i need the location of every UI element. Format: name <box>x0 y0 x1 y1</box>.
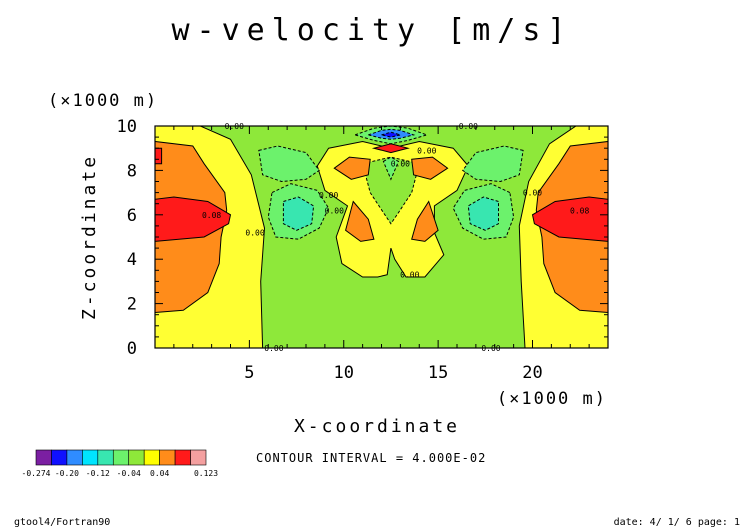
contour-red-top-center <box>371 143 410 154</box>
colorbar-swatch <box>174 449 191 466</box>
y-tick-label: 2 <box>127 295 137 315</box>
colorbar-tick-label: -0.20 <box>55 469 79 478</box>
y-axis-unit: (×1000 m) <box>48 91 158 111</box>
contour-orange-mid-right <box>411 200 439 242</box>
contour-blue-top-center <box>379 131 401 138</box>
plot-area: 0.00 0.000.000.000.000.000.000.000.000.08… <box>117 117 609 383</box>
contour-label: 0.00 <box>325 206 344 215</box>
y-axis-label: Z-coordinate <box>79 154 100 320</box>
y-tick-label: 10 <box>117 117 137 137</box>
contour-green-core <box>361 156 420 225</box>
colorbar-tick-label: -0.04 <box>117 469 141 478</box>
colorbar-tick-label: 0.123 <box>194 469 218 478</box>
x-tick-label: 10 <box>334 363 354 383</box>
colorbar-swatch <box>159 449 176 466</box>
contour-interval: CONTOUR INTERVAL = 4.000E-02 <box>256 451 486 465</box>
colorbar-swatch <box>66 449 83 466</box>
contour-green-upper-left-ring <box>258 145 320 183</box>
contour-label: 0.08 <box>202 211 221 220</box>
contour-cyan-right-vortex <box>467 196 499 231</box>
contour-label: 0.00 <box>400 271 419 280</box>
contour-orange-upper-left <box>333 156 371 180</box>
y-tick-label: 4 <box>127 250 137 270</box>
contour-label: 0.08 <box>570 206 589 215</box>
y-tick-label: 8 <box>127 161 137 181</box>
colorbar-swatch <box>128 449 145 466</box>
colorbar-swatch <box>97 449 114 466</box>
contour-label: 0.00 <box>391 160 410 169</box>
colorbar-swatch <box>143 449 160 466</box>
x-axis-unit: (×1000 m) <box>497 389 607 409</box>
contour-green-small-core <box>382 156 400 181</box>
colorbar: -0.274 -0.20 -0.12 -0.04 0.04 0.123 <box>22 449 218 478</box>
colorbar-swatch <box>112 449 130 466</box>
contour-red-right <box>531 196 609 242</box>
colorbar-tick-label: -0.274 <box>22 469 51 478</box>
contour-green-upper-right-ring <box>461 145 524 183</box>
chart-title: w-velocity [m/s] <box>172 13 573 48</box>
contour-label: 0.00 <box>523 189 542 198</box>
colorbar-tick-label: -0.12 <box>86 469 110 478</box>
footer-right: date: 4/ 1/ 6 page: 1 <box>614 517 740 528</box>
x-tick-label: 15 <box>428 363 448 383</box>
x-axis-label: X-coordinate <box>294 416 460 437</box>
contour-red-left-top <box>154 147 163 165</box>
x-tick-label: 5 <box>244 363 254 383</box>
y-tick-label: 0 <box>127 339 137 359</box>
footer-left: gtool4/Fortran90 <box>14 517 110 528</box>
contour-label: 0.00 <box>319 191 338 200</box>
contour-red-left <box>154 196 232 242</box>
colorbar-swatch <box>51 449 68 466</box>
colorbar-swatch <box>35 449 52 466</box>
contour-cyan-left-vortex <box>282 196 315 231</box>
contour-orange-upper-right <box>411 156 449 180</box>
contour-orange-mid-left <box>345 200 375 242</box>
colorbar-tick-label: 0.04 <box>150 469 169 478</box>
colorbar-swatch <box>190 449 207 466</box>
colorbar-swatch <box>82 449 99 466</box>
x-tick-label: 20 <box>522 363 542 383</box>
contour-label: 0.00 <box>245 229 264 238</box>
contour-label: 0.00 <box>417 146 436 155</box>
y-tick-label: 6 <box>127 206 137 226</box>
